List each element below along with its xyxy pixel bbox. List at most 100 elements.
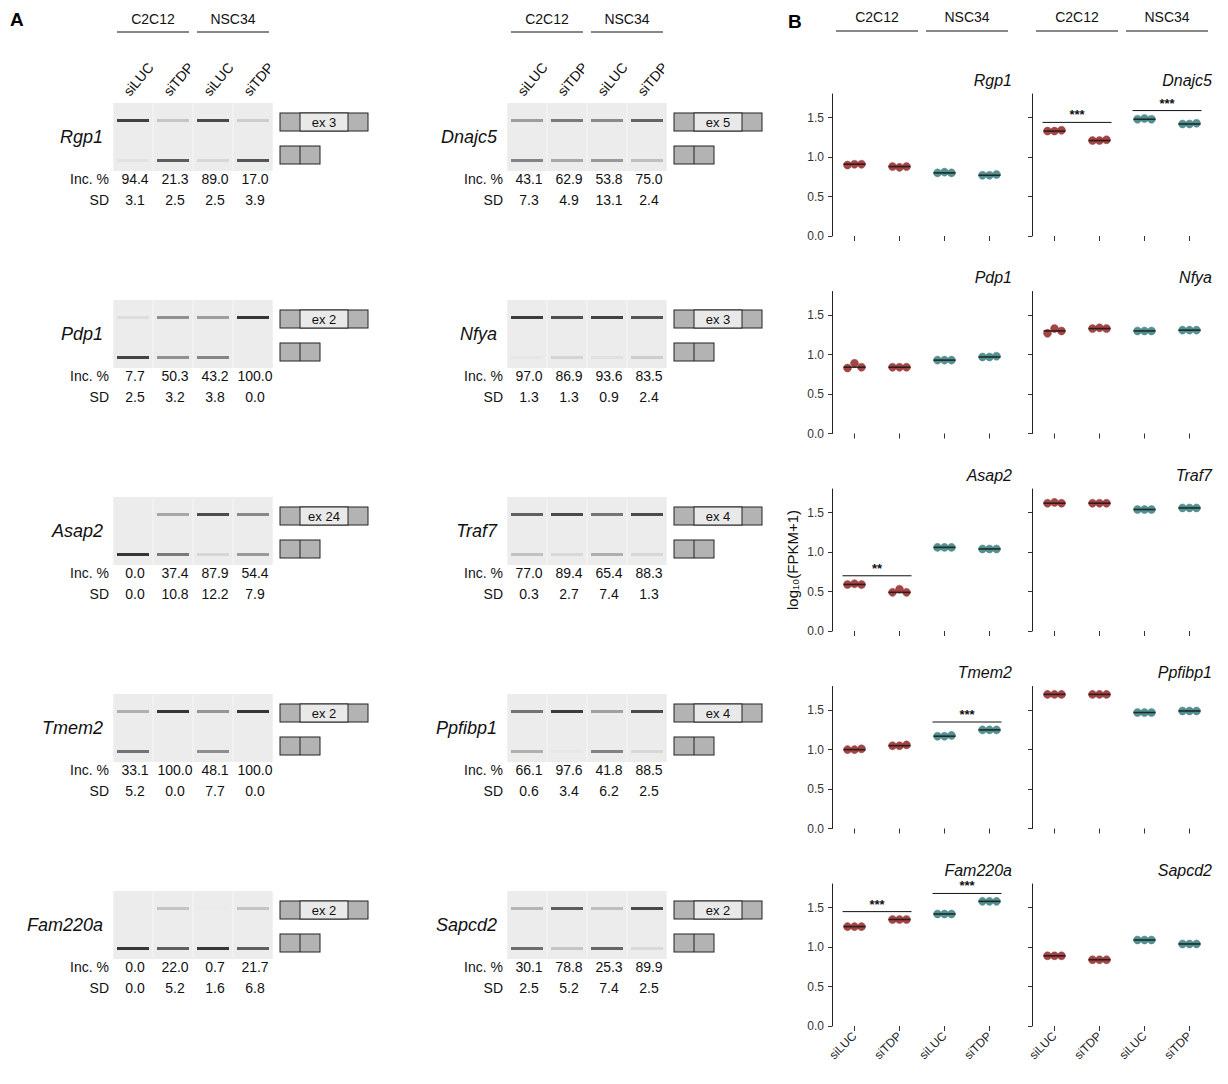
svg-text:1.5: 1.5 (807, 703, 824, 717)
svg-text:75.0: 75.0 (635, 171, 662, 187)
svg-text:1.0: 1.0 (807, 545, 824, 559)
svg-text:17.0: 17.0 (241, 171, 268, 187)
svg-text:Inc. %: Inc. % (70, 762, 109, 778)
svg-text:7.7: 7.7 (205, 783, 225, 799)
svg-text:100.0: 100.0 (157, 762, 192, 778)
svg-text:ex 24: ex 24 (308, 509, 340, 524)
svg-text:94.4: 94.4 (121, 171, 148, 187)
svg-text:C2C12: C2C12 (525, 11, 569, 27)
svg-text:2.7: 2.7 (559, 586, 579, 602)
svg-text:Rgp1: Rgp1 (974, 72, 1012, 89)
svg-text:3.4: 3.4 (559, 783, 579, 799)
svg-text:88.5: 88.5 (635, 762, 662, 778)
svg-text:2.4: 2.4 (639, 389, 659, 405)
svg-text:Inc. %: Inc. % (70, 171, 109, 187)
svg-text:3.8: 3.8 (205, 389, 225, 405)
svg-text:2.5: 2.5 (165, 192, 185, 208)
svg-text:89.9: 89.9 (635, 959, 662, 975)
svg-text:***: *** (1159, 96, 1175, 111)
svg-text:Inc. %: Inc. % (70, 368, 109, 384)
svg-text:1.6: 1.6 (205, 980, 225, 996)
svg-text:siLUC: siLUC (120, 59, 157, 98)
svg-text:NSC34: NSC34 (1144, 9, 1189, 25)
svg-text:1.0: 1.0 (807, 348, 824, 362)
svg-text:83.5: 83.5 (635, 368, 662, 384)
svg-text:22.0: 22.0 (161, 959, 188, 975)
svg-text:siTDP: siTDP (1071, 1029, 1104, 1062)
svg-text:5.2: 5.2 (125, 783, 145, 799)
svg-text:***: *** (1069, 107, 1085, 122)
svg-text:43.2: 43.2 (201, 368, 228, 384)
svg-text:6.8: 6.8 (245, 980, 265, 996)
svg-text:0.0: 0.0 (807, 229, 824, 243)
svg-text:C2C12: C2C12 (1055, 9, 1099, 25)
svg-text:Fam220a: Fam220a (944, 862, 1012, 879)
svg-text:78.8: 78.8 (555, 959, 582, 975)
svg-text:48.1: 48.1 (201, 762, 228, 778)
svg-text:0.5: 0.5 (807, 782, 824, 796)
svg-text:ex 2: ex 2 (312, 312, 337, 327)
svg-text:SD: SD (90, 980, 109, 996)
svg-text:5.2: 5.2 (165, 980, 185, 996)
svg-text:2.5: 2.5 (125, 389, 145, 405)
svg-text:54.4: 54.4 (241, 565, 268, 581)
svg-text:21.7: 21.7 (241, 959, 268, 975)
svg-text:33.1: 33.1 (121, 762, 148, 778)
svg-text:ex 3: ex 3 (706, 312, 731, 327)
svg-text:Nfya: Nfya (1179, 269, 1212, 286)
svg-text:100.0: 100.0 (237, 762, 272, 778)
svg-text:Rgp1: Rgp1 (60, 127, 103, 147)
svg-text:97.0: 97.0 (515, 368, 542, 384)
svg-text:7.3: 7.3 (519, 192, 539, 208)
svg-text:SD: SD (484, 980, 503, 996)
svg-text:Sapcd2: Sapcd2 (436, 915, 497, 935)
svg-text:0.0: 0.0 (165, 783, 185, 799)
svg-text:NSC34: NSC34 (210, 11, 255, 27)
svg-text:siLUC: siLUC (514, 59, 551, 98)
svg-text:62.9: 62.9 (555, 171, 582, 187)
svg-text:1.3: 1.3 (639, 586, 659, 602)
svg-text:0.0: 0.0 (245, 389, 265, 405)
svg-text:0.0: 0.0 (807, 822, 824, 836)
svg-text:Fam220a: Fam220a (27, 915, 103, 935)
svg-text:Inc. %: Inc. % (464, 959, 503, 975)
svg-text:Nfya: Nfya (460, 324, 497, 344)
svg-text:SD: SD (484, 783, 503, 799)
svg-text:Inc. %: Inc. % (464, 565, 503, 581)
svg-text:89.4: 89.4 (555, 565, 582, 581)
svg-text:65.4: 65.4 (595, 565, 622, 581)
svg-text:ex 2: ex 2 (706, 903, 731, 918)
svg-text:77.0: 77.0 (515, 565, 542, 581)
svg-text:7.7: 7.7 (125, 368, 145, 384)
svg-text:0.5: 0.5 (807, 190, 824, 204)
svg-text:siLUC: siLUC (200, 59, 237, 98)
svg-text:0.0: 0.0 (125, 980, 145, 996)
svg-text:Pdp1: Pdp1 (61, 324, 103, 344)
svg-text:Dnajc5: Dnajc5 (441, 127, 498, 147)
svg-text:0.0: 0.0 (125, 586, 145, 602)
svg-text:3.1: 3.1 (125, 192, 145, 208)
svg-text:87.9: 87.9 (201, 565, 228, 581)
svg-text:7.9: 7.9 (245, 586, 265, 602)
svg-text:1.3: 1.3 (519, 389, 539, 405)
svg-text:ex 5: ex 5 (706, 115, 731, 130)
svg-text:25.3: 25.3 (595, 959, 622, 975)
svg-text:30.1: 30.1 (515, 959, 542, 975)
svg-text:***: *** (959, 878, 975, 893)
svg-text:***: *** (959, 707, 975, 722)
svg-text:Ppfibp1: Ppfibp1 (1158, 664, 1212, 681)
svg-text:Inc. %: Inc. % (70, 565, 109, 581)
svg-text:53.8: 53.8 (595, 171, 622, 187)
svg-text:SD: SD (484, 586, 503, 602)
svg-text:1.5: 1.5 (807, 308, 824, 322)
svg-text:Tmem2: Tmem2 (42, 718, 103, 738)
svg-text:88.3: 88.3 (635, 565, 662, 581)
svg-text:10.8: 10.8 (161, 586, 188, 602)
svg-text:ex 3: ex 3 (312, 115, 337, 130)
svg-text:43.1: 43.1 (515, 171, 542, 187)
svg-text:2.4: 2.4 (639, 192, 659, 208)
svg-text:C2C12: C2C12 (855, 9, 899, 25)
svg-text:Inc. %: Inc. % (464, 368, 503, 384)
svg-text:Inc. %: Inc. % (464, 171, 503, 187)
svg-text:Traf7: Traf7 (1176, 467, 1213, 484)
